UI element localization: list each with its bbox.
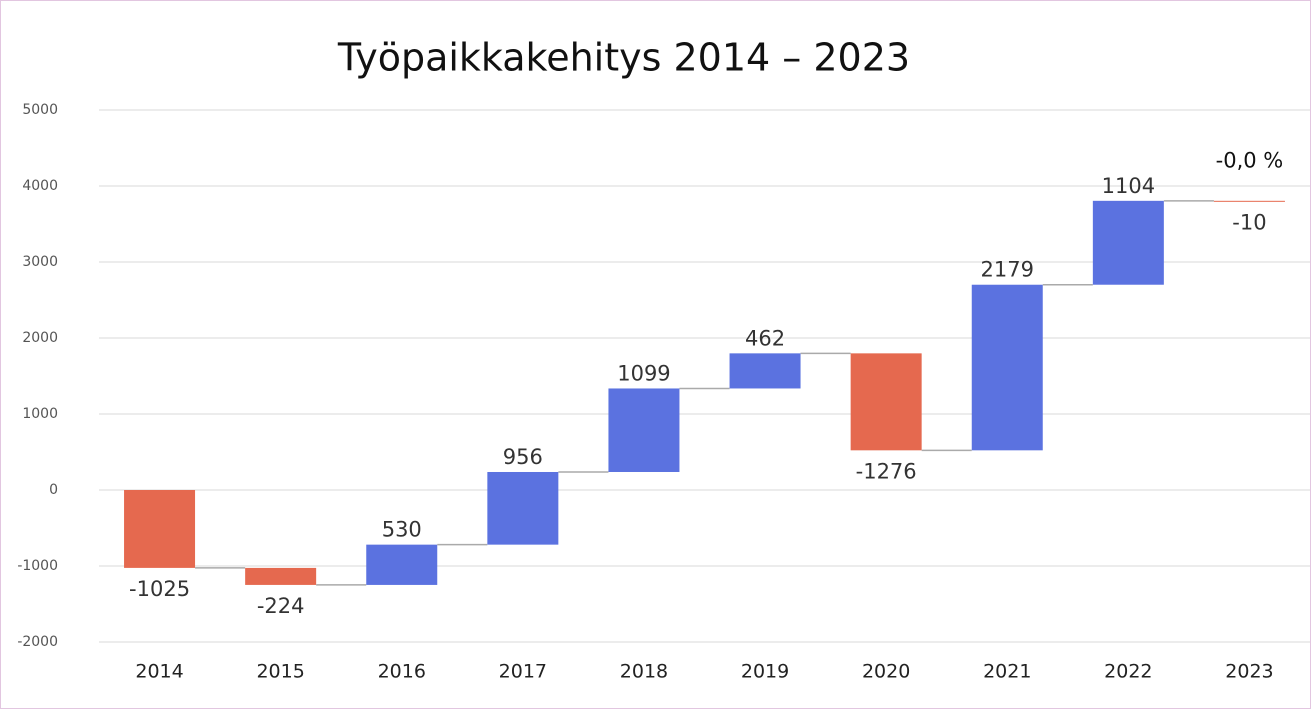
y-tick-label: 2000	[22, 330, 58, 346]
x-tick-label: 2018	[620, 661, 668, 683]
bar	[1092, 200, 1164, 285]
bar	[124, 490, 196, 568]
bar	[245, 567, 317, 585]
bar	[729, 353, 801, 389]
bar	[366, 544, 438, 585]
y-tick-label: 5000	[22, 102, 58, 118]
bar	[487, 471, 559, 545]
chart-title: Työpaikkakehitys 2014 – 2023	[337, 36, 910, 80]
x-tick-label: 2017	[499, 661, 547, 683]
annotation: -0,0 %	[1216, 149, 1284, 173]
x-tick-label: 2016	[378, 661, 426, 683]
y-tick-label: -1000	[17, 558, 58, 574]
data-label: 1104	[1102, 174, 1155, 198]
y-tick-label: 4000	[22, 178, 58, 194]
x-tick-label: 2019	[741, 661, 789, 683]
y-tick-label: 1000	[22, 406, 58, 422]
x-tick-label: 2022	[1104, 661, 1152, 683]
data-label: 462	[745, 326, 785, 350]
x-tick-label: 2014	[135, 661, 183, 683]
y-tick-label: -2000	[17, 634, 58, 650]
bar	[971, 284, 1043, 451]
data-label: -224	[257, 594, 305, 618]
data-label: -1276	[856, 459, 917, 483]
x-tick-label: 2023	[1225, 661, 1273, 683]
x-tick-label: 2015	[256, 661, 304, 683]
y-tick-label: 0	[49, 482, 58, 498]
data-label: 1099	[617, 361, 670, 385]
data-label: -10	[1232, 211, 1266, 235]
data-label: 2179	[981, 258, 1034, 282]
bar	[850, 353, 922, 451]
data-label: -1025	[129, 577, 190, 601]
x-tick-label: 2020	[862, 661, 910, 683]
bar	[1213, 200, 1285, 202]
x-tick-label: 2021	[983, 661, 1031, 683]
y-tick-label: 3000	[22, 254, 58, 270]
bar	[608, 388, 680, 472]
data-label: 530	[382, 518, 422, 542]
data-label: 956	[503, 445, 543, 469]
